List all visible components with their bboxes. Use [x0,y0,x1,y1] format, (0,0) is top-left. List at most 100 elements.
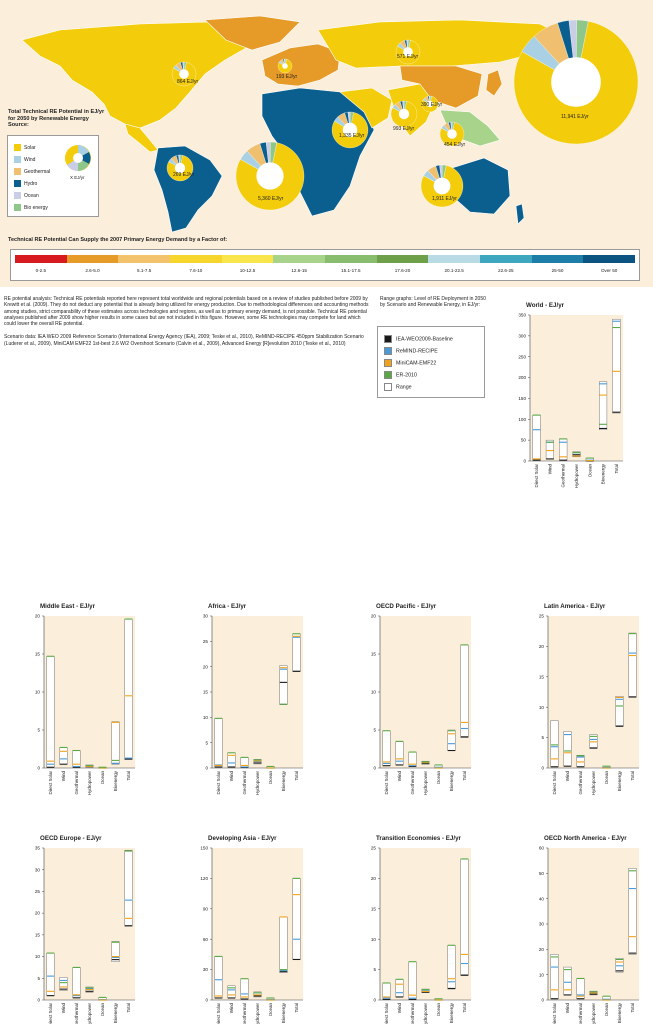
range-bar [563,966,572,996]
x-tick-label: Geothermal [74,771,79,795]
scenario-legend-item: ER-2010 [384,371,417,379]
x-tick-label: Direct Solar [216,771,221,795]
range-bar [111,941,120,962]
factor-swatch [170,255,222,263]
range-bar [602,996,611,1001]
legend-swatch [14,192,21,199]
pie-latin-america: 269 EJ/yr [166,154,194,182]
x-tick-label: Ocean [268,771,273,785]
range-bar [602,765,611,769]
y-tick-label: 25 [371,846,377,851]
pie-label: 1,335 EJ/yr [339,133,365,139]
new-zealand-shape [515,203,525,225]
legend-swatch [14,168,21,175]
range-bar [59,977,68,991]
legend-swatch [14,144,21,151]
factor-swatch [66,255,119,263]
factor-label: 2.6-5.0 [85,268,100,273]
y-tick-label: 0 [205,766,208,771]
range-bar [447,729,456,751]
legend-item-hydro: Hydro [14,180,37,187]
y-tick-label: 0 [37,766,40,771]
factor-label: 17.6-20 [394,268,411,273]
chart-title: Latin America - EJ/yr [544,603,606,610]
factor-label: 12.6-15 [291,268,307,273]
x-tick-label: Bioenergy [617,770,622,791]
x-tick-label: Ocean [436,1003,441,1017]
range-bar [421,988,430,993]
range-bar [589,990,598,996]
x-tick-label: Ocean [587,464,592,478]
y-tick-label: 10 [35,954,41,959]
y-tick-label: 30 [203,614,209,619]
x-tick-label: Wind [397,771,402,782]
y-tick-label: 20 [539,644,545,649]
x-tick-label: Total [630,1003,635,1013]
x-tick-label: Total [462,771,467,781]
x-tick-label: Direct Solar [48,771,53,795]
range-bar [382,730,391,766]
pie-label: 11,941 EJ/yr [561,114,589,120]
y-tick-label: 15 [539,674,545,679]
y-tick-label: 15 [35,652,41,657]
x-tick-label: Direct Solar [384,771,389,795]
y-tick-label: 60 [539,846,545,851]
range-bar [253,991,262,998]
pie-label: 993 EJ/yr [393,126,414,132]
x-tick-label: Wind [565,1003,570,1014]
pie-label: 193 EJ/yr [276,74,297,80]
range-bar [599,381,608,430]
pie-hole [398,108,410,120]
range-bar [559,438,568,461]
factor-label: Over 50 [600,268,618,273]
pie-hole [551,57,601,107]
y-tick-label: 10 [371,690,377,695]
range-bar [408,961,417,1000]
range-bar [72,750,81,768]
range-bar [98,997,107,1001]
legend-item-solar: Solar [14,144,36,151]
scenario-swatch [384,335,392,343]
pie-label: 571 EJ/yr [397,54,418,60]
y-tick-label: 120 [200,876,208,881]
pie-world: 11,941 EJ/yr [513,19,639,145]
pie-europe: 193 EJ/yr [276,58,297,80]
x-tick-label: Bioenergy [113,770,118,791]
range-chart: Africa - EJ/yr 0 5 10 15 20 25 30 Direct Solar Wi… [203,603,303,795]
x-tick-label: Hydropower [255,771,260,796]
range-bar [408,751,417,767]
x-tick-label: Hydropower [87,771,92,796]
greenland-shape [204,15,301,51]
japan-shape [485,69,503,97]
plot-area [530,315,623,461]
range-bar [382,982,391,1000]
pie-hole [403,47,413,57]
range-bar [266,997,275,1001]
x-tick-label: Total [294,771,299,781]
europe-shape [261,43,341,87]
pie-hole [433,177,451,195]
x-tick-label: Direct Solar [552,1003,557,1024]
range-bar [124,849,133,927]
range-bar [395,979,404,998]
pie-hole [342,122,358,138]
range-chart: OECD Pacific - EJ/yr 0 5 10 15 20 Direct Solar… [371,603,471,795]
range-bar [460,858,469,976]
x-tick-label: Hydropower [591,1003,596,1024]
x-tick-label: Geothermal [561,464,566,488]
scenario-legend-item: MiniCAM-EMF22 [384,359,436,367]
factor-label: 7.6-10 [189,268,203,273]
x-tick-label: Geothermal [410,771,415,795]
pie-developing-asia-south: 993 EJ/yr [390,100,418,132]
range-bar [589,734,598,749]
plot-area [44,616,135,768]
y-tick-label: 0 [205,998,208,1003]
range-bar [124,618,133,760]
y-tick-label: 5 [205,740,208,745]
x-tick-label: Wind [229,1003,234,1014]
range-bar [395,741,404,766]
legend-pie [65,145,91,172]
range-chart: World - EJ/yr 0 50 100 150 200 250 300 350 Direct… [518,302,623,488]
range-bar [550,954,559,999]
scenario-swatch [384,359,392,367]
